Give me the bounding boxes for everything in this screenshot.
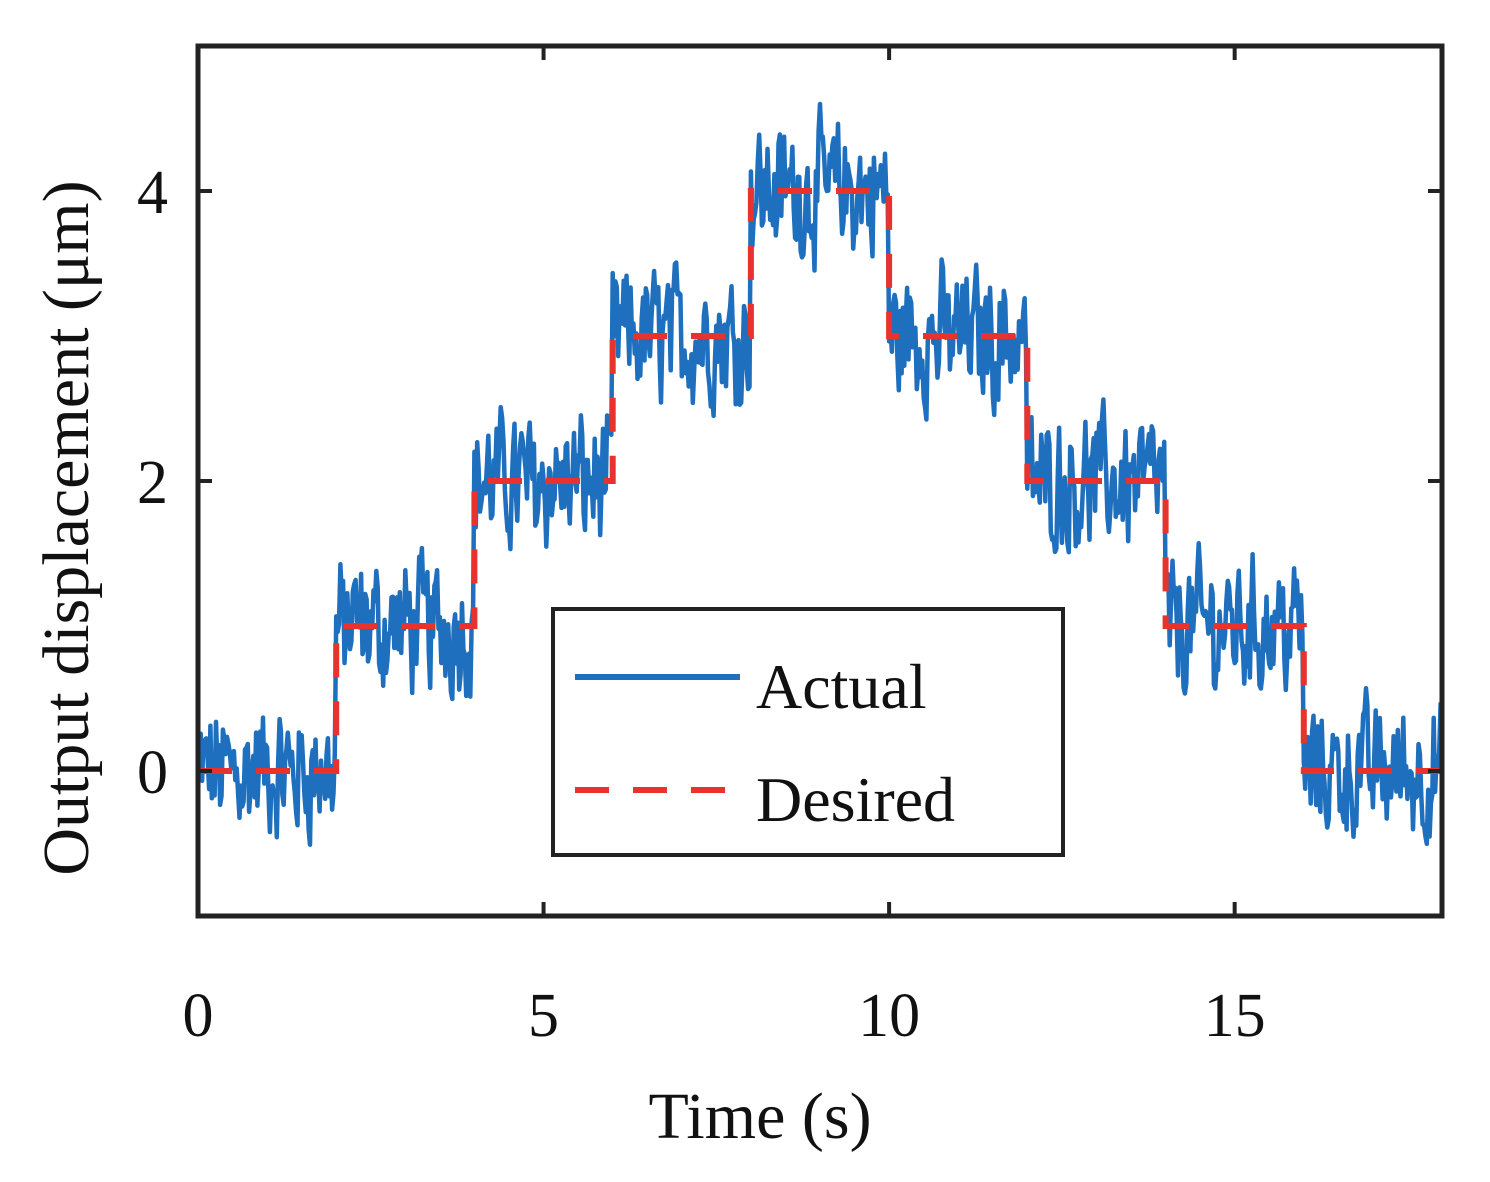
y-tick-label: 2 [137, 449, 168, 517]
x-tick-label: 10 [858, 982, 920, 1050]
x-tick-labels: 0 5 10 15 [183, 982, 1266, 1050]
y-tick-label: 4 [137, 159, 168, 227]
x-tick-label: 5 [528, 982, 559, 1050]
legend-box [551, 607, 1065, 857]
x-tick-label: 0 [183, 982, 214, 1050]
series-desired-line [198, 188, 1442, 774]
legend-label-desired: Desired [756, 764, 955, 835]
legend-label-actual: Actual [756, 651, 927, 722]
x-axis-title: Time (s) [648, 1080, 871, 1153]
x-tick-label: 15 [1204, 982, 1266, 1050]
series-actual-line [195, 101, 1445, 847]
legend: Actual Desired [551, 607, 1065, 857]
y-axis-title: Output displacement (μm) [30, 180, 103, 875]
plot-frame [195, 43, 1445, 919]
y-tick-labels: 0 2 4 [137, 159, 168, 807]
y-tick-label: 0 [137, 739, 168, 807]
